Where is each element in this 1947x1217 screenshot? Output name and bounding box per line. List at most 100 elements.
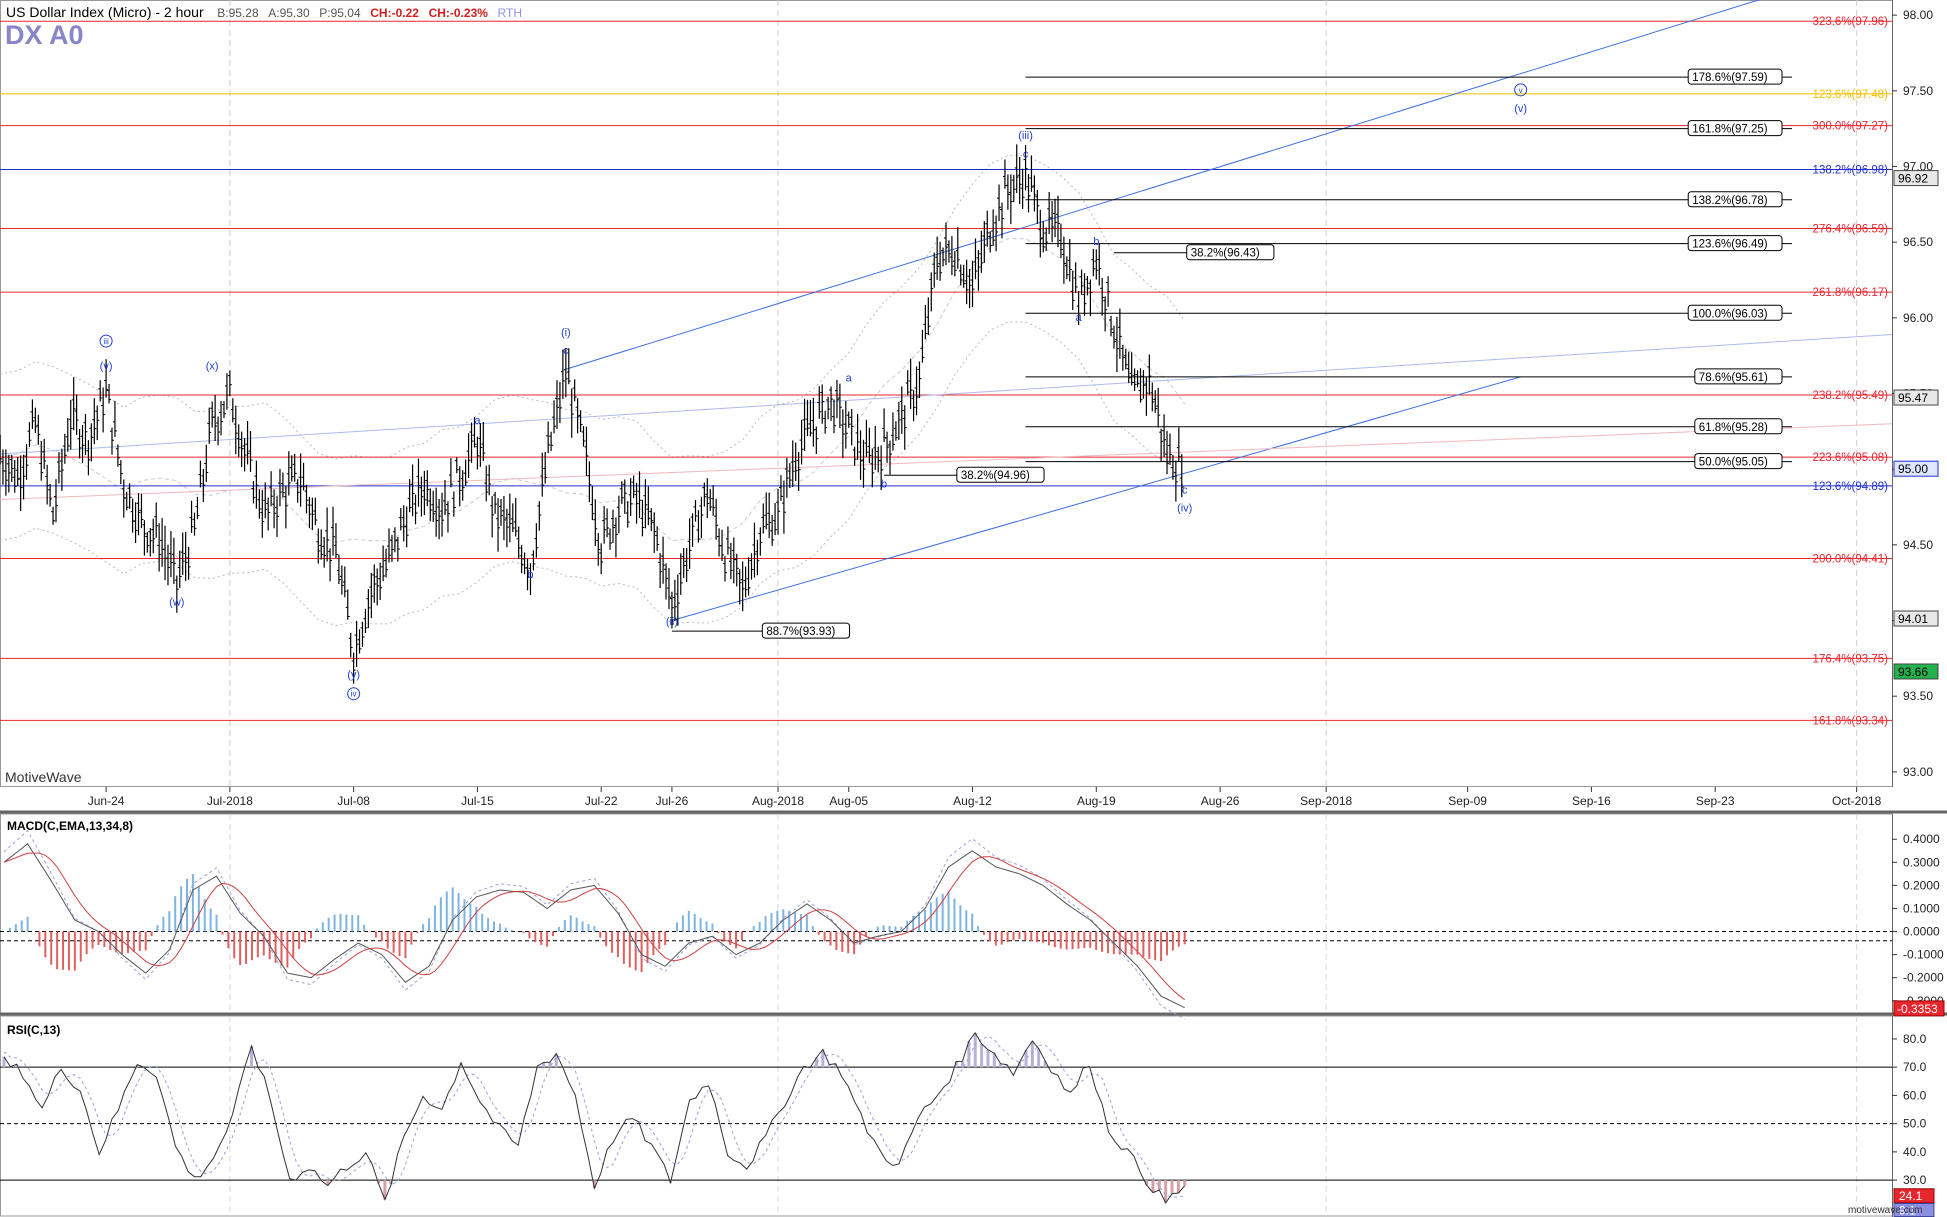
wave-label: (ii) [666,616,678,628]
time-tick-label: Oct-2018 [1832,794,1882,808]
macd-tick-label: 0.1000 [1903,901,1940,915]
fib-level-label: 123.6%(94.89) [1813,481,1889,493]
fib-level-label: 261.8%(96.17) [1813,287,1889,299]
fib-extension-label-frame [1687,235,1783,252]
fib-extension-label: 161.8%(97.25) [1692,124,1768,136]
channel-lower-line [671,376,1521,621]
fib-level-label: 223.6%(95.08) [1813,452,1889,464]
fib-extension-label: 178.6%(97.59) [1692,72,1768,84]
time-tick-label: Jul-08 [337,794,370,808]
change-pct-value: CH:-0.23% [429,6,489,20]
time-tick-label: Jul-2018 [207,794,253,808]
time-tick-label: Sep-09 [1448,794,1487,808]
axis-value-tag-label: 96.92 [1898,172,1928,186]
instrument-title: US Dollar Index (Micro) - 2 hour [6,4,204,20]
retrace-label-frame [761,622,851,639]
faint-trend-line-red [0,423,1893,500]
macd-tick-label: 0.2000 [1903,878,1940,892]
macd-signal-line [3,852,1185,1001]
symbol-watermark: DX A0 [5,20,84,50]
fib-extension-label-frame [1694,453,1783,470]
retrace-label-frame [1186,244,1275,261]
price-tick-label: 93.50 [1903,689,1933,703]
rsi-tick-label: 80.0 [1903,1032,1927,1046]
brand-label: MotiveWave [5,769,82,785]
change-value: CH:-0.22 [370,6,419,20]
retrace-label: 88.7%(93.93) [766,626,835,638]
svg-text:US Dollar Index (Micro) - 2 ho: US Dollar Index (Micro) - 2 hour B:95.28… [6,4,522,20]
fib-extension-label-frame [1687,68,1783,85]
wave-label: (iii) [1018,130,1033,142]
macd-line [3,843,1185,1009]
wave-label: (i) [561,327,571,339]
bid-value: B:95.28 [217,6,259,20]
axis-value-tag-label: 95.47 [1898,391,1928,405]
time-tick-label: Aug-19 [1077,794,1116,808]
axis-value-tag-label: 93.66 [1898,665,1928,679]
macd-tick-label: -0.2000 [1903,971,1944,985]
rsi-last-tag [1893,1188,1935,1204]
fib-extension-label: 100.0%(96.03) [1692,308,1768,320]
price-tick-label: 93.00 [1903,765,1933,779]
wave-label: (v) [100,360,113,372]
macd-last-tag [1893,1000,1945,1017]
time-tick-label: Jul-15 [461,794,494,808]
retrace-label: 38.2%(96.43) [1191,248,1260,260]
rsi-title: RSI(C,13) [7,1023,60,1037]
fib-extension-label-frame [1694,418,1783,435]
axis-value-tag [1893,610,1939,627]
macd-panel [0,813,1893,1014]
axis-value-tag-label: 94.01 [1898,612,1928,626]
macd-last-tag-label: -0.3353 [1897,1002,1938,1016]
rsi-panel [0,1015,1893,1217]
fib-level-label: 300.0%(97.27) [1813,121,1889,133]
rsi-tick-label: 60.0 [1903,1088,1927,1102]
fib-extension-label: 50.0%(95.05) [1699,457,1768,469]
wave-label: b [881,478,887,490]
wave-label: v [1519,86,1523,95]
wave-label: (w) [169,596,184,608]
fib-level-label: 176.4%(93.75) [1813,653,1889,665]
rsi-tick-label: 70.0 [1903,1060,1927,1074]
time-tick-label: Sep-23 [1696,794,1735,808]
faint-trend-line-blue [0,333,1893,455]
time-tick-label: Sep-16 [1572,794,1611,808]
macd-tick-label: 0.3000 [1903,855,1940,869]
time-axis-strip [0,787,1892,812]
wave-label: a [846,372,853,384]
fib-level-label: 323.6%(97.96) [1813,16,1889,28]
axis-value-tag [1893,663,1939,680]
retrace-label-frame [956,466,1045,483]
wave-label-circle [347,687,361,701]
channel-upper-line [565,0,1761,370]
time-tick-label: Jun-24 [88,794,125,808]
fib-level-label: 161.8%(93.34) [1813,715,1889,727]
fib-level-label: 276.4%(96.59) [1813,224,1889,236]
wave-label: a [474,415,481,427]
wave-label: iii [103,337,109,346]
price-tick-label: 96.00 [1903,311,1933,325]
price-tick-label: 94.50 [1903,538,1933,552]
price-tick-label: 98.00 [1903,8,1933,22]
wave-label: (v) [1514,103,1527,115]
price-tick-label: 97.50 [1903,84,1933,98]
rsi-tick-label: 30.0 [1903,1173,1927,1187]
session-label[interactable]: RTH [498,6,522,20]
macd-fast-line [3,829,1185,1020]
rsi-last-tag-label: 24.1 [1899,1189,1923,1203]
time-tick-label: Aug-12 [953,794,992,808]
wave-label: (y) [347,669,360,681]
wave-label: iv [351,690,357,699]
fib-extension-label-frame [1687,191,1783,208]
time-tick-label: Sep-2018 [1300,794,1352,808]
site-label: motivewave.com [1848,1205,1922,1216]
fib-extension-label: 138.2%(96.78) [1692,195,1768,207]
fib-extension-label: 123.6%(96.49) [1692,239,1768,251]
wave-label: b [1093,236,1099,248]
wave-label: a [1076,312,1083,324]
price-panel [0,0,1893,787]
axis-value-tag [1893,389,1939,406]
fib-extension-label-frame [1687,120,1783,137]
axis-value-tag [1893,460,1939,477]
